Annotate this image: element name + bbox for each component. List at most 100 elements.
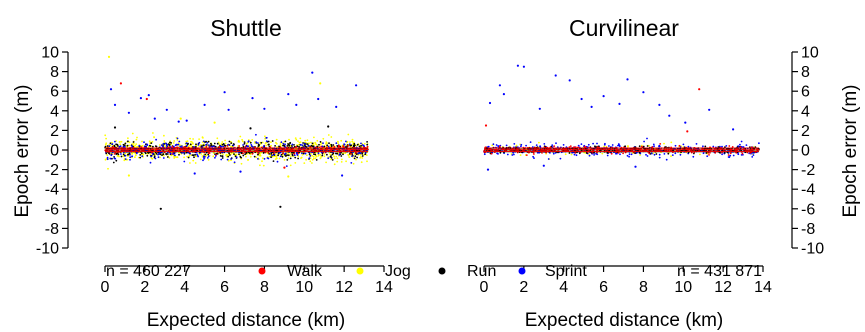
outlier-point-sprint [732,128,735,131]
data-point-sprint [492,143,495,146]
data-point-jog [238,141,241,143]
data-point-run [227,155,230,158]
curvilinear-panel: Curvilinear Epoch error (m) Expected dis… [480,15,861,331]
data-point-run [221,155,224,158]
data-point-jog [294,162,297,164]
data-point-sprint [483,153,486,156]
data-point-jog [290,155,292,158]
data-point-sprint [702,145,704,148]
data-point-sprint [551,144,554,147]
legend-label-run: Run [467,263,496,280]
data-point-sprint [160,144,163,147]
data-point-run [221,157,224,159]
data-point-run [115,143,117,146]
y-tick-label: 2 [50,123,59,140]
data-point-walk [741,152,744,155]
data-point-sprint [317,152,320,155]
shuttle-y-axis-label: Epoch error (m) [12,84,33,217]
data-point-jog [275,138,278,141]
data-point-sprint [335,142,338,145]
data-point-jog [141,140,143,143]
data-point-jog [170,143,173,146]
data-point-jog [199,158,202,161]
data-point-jog [176,139,179,141]
data-point-run [122,153,125,156]
data-point-jog [352,162,355,165]
data-point-jog [188,144,191,147]
shuttle-n-annotation: n = 460 227 [106,263,191,280]
data-point-jog [192,159,195,162]
data-point-sprint [257,142,259,144]
data-point-run [274,145,276,147]
data-point-run [109,142,112,145]
data-point-sprint [729,154,732,157]
data-point-sprint [737,153,740,156]
data-point-jog [515,144,518,147]
data-point-sprint [588,154,591,157]
data-point-sprint [646,155,649,157]
shuttle-points [104,55,369,210]
outlier-point-jog [179,117,182,120]
data-point-jog [270,144,272,147]
data-point-sprint [758,142,760,145]
data-point-run [340,155,343,157]
data-point-sprint [143,141,145,144]
data-point-jog [134,156,136,159]
data-point-run [655,153,658,155]
data-point-sprint [154,157,157,160]
x-tick-label: 12 [335,279,353,296]
data-point-run [195,143,197,146]
data-point-jog [251,139,254,141]
data-point-run [194,153,197,156]
data-point-jog [111,141,113,144]
data-point-sprint [255,133,257,136]
data-point-run [140,152,143,155]
data-point-sprint [114,140,116,143]
data-point-run [286,145,289,147]
data-point-jog [348,156,351,159]
data-point-sprint [235,156,238,159]
x-tick-label: 10 [295,279,313,296]
data-point-run [249,141,252,144]
data-point-walk [574,152,577,154]
data-point-jog [189,162,191,164]
outlier-point-walk [283,166,286,169]
data-point-sprint [206,157,209,159]
data-point-jog [365,154,368,157]
data-point-run [207,140,210,143]
data-point-jog [106,154,109,157]
data-point-sprint [172,152,175,155]
data-point-jog [105,142,108,145]
data-point-run [115,159,118,162]
data-point-sprint [197,144,200,146]
x-tick-label: 10 [674,279,692,296]
data-point-jog [699,153,701,156]
data-point-run [293,144,295,146]
data-point-run [321,154,324,157]
data-point-sprint [106,158,109,161]
data-point-jog [270,141,272,144]
data-point-walk [208,152,211,155]
data-point-sprint [181,145,183,148]
y-tick-label: -4 [45,182,59,199]
data-point-run [323,145,326,148]
data-point-sprint [603,143,606,146]
data-point-sprint [295,152,298,155]
data-point-sprint [183,151,186,154]
data-point-sprint [271,154,273,157]
data-point-sprint [496,152,498,155]
data-point-jog [355,158,357,161]
data-point-walk [708,154,710,156]
data-point-jog [345,160,347,163]
data-point-jog [153,136,155,138]
data-point-sprint [157,153,160,156]
data-point-jog [183,156,186,159]
data-point-sprint [595,152,597,155]
data-point-walk [541,152,543,154]
data-point-sprint [276,160,279,163]
data-point-walk [347,145,349,147]
x-tick-label: 8 [260,279,269,296]
data-point-sprint [359,152,362,155]
data-point-jog [127,137,129,140]
data-point-walk [282,152,284,155]
